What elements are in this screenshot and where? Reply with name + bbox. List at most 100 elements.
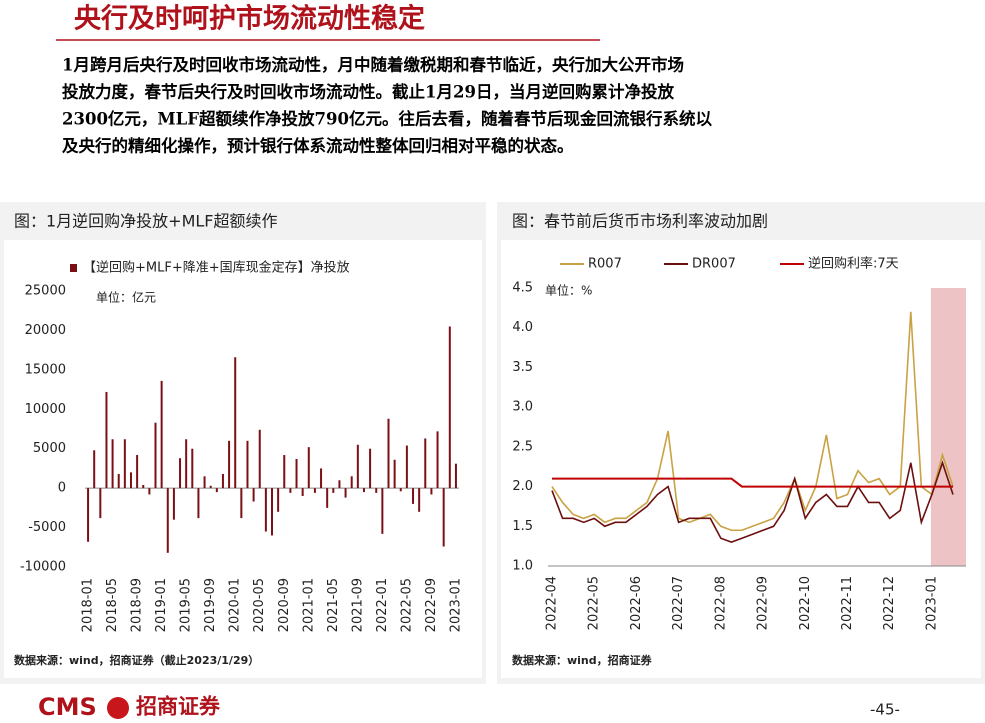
x-tick-label: 2022-07 <box>671 576 686 630</box>
bar <box>154 422 157 489</box>
source: 数据来源：wind，招商证券 <box>512 653 653 667</box>
x-tick-label: 2022-09 <box>424 578 439 632</box>
bar <box>381 488 384 534</box>
y-tick-label: 4.5 <box>512 281 533 296</box>
bar <box>258 429 261 489</box>
x-tick-label: 2023-01 <box>924 576 939 630</box>
bar <box>215 488 218 493</box>
bar <box>289 488 292 493</box>
bar <box>307 447 310 489</box>
y-tick-label: 2.5 <box>512 439 533 454</box>
source: 数据来源：wind，招商证券（截止2023/1/29） <box>14 653 259 667</box>
x-tick-label: 2020-01 <box>228 578 243 632</box>
bar <box>172 488 175 520</box>
y-tick-label: -5000 <box>28 520 66 535</box>
paragraph-line: 1月跨月后央行及时回收市场流动性，月中随着缴税期和春节临近，央行加大公开市场 <box>62 55 684 75</box>
y-tick-label: -10000 <box>20 560 66 575</box>
bar <box>99 488 102 519</box>
bar <box>387 418 390 489</box>
bar <box>185 439 188 489</box>
bar <box>393 459 396 489</box>
y-tick-label: 5000 <box>33 441 66 456</box>
plot-bg <box>4 240 482 678</box>
bar <box>405 445 408 489</box>
chart-title: 图：春节前后货币市场利率波动加剧 <box>512 212 768 231</box>
legend-label: R007 <box>588 257 622 272</box>
y-tick-label: 3.0 <box>512 400 533 415</box>
unit: 单位：亿元 <box>96 290 156 305</box>
bar <box>271 488 273 536</box>
paragraph-line: 投放力度，春节后央行及时回收市场流动性。截止1月29日，当月逆回购累计净投放 <box>62 82 674 102</box>
bar <box>375 488 378 493</box>
x-tick-label: 2018-05 <box>105 578 120 632</box>
x-tick-label: 2018-09 <box>130 578 145 632</box>
bar <box>87 488 90 542</box>
paragraph-line: 2300亿元，MLF超额续作净投放790亿元。往后去看，随着春节后现金回流银行系… <box>62 109 712 129</box>
x-tick-label: 2022-05 <box>587 576 602 630</box>
x-tick-label: 2022-08 <box>713 576 728 630</box>
bar <box>362 488 365 493</box>
highlight <box>930 288 966 566</box>
bar <box>332 488 335 493</box>
bar <box>301 488 304 497</box>
bar <box>228 440 231 489</box>
bar <box>234 357 237 489</box>
bar <box>338 480 341 489</box>
x-tick-label: 2022-05 <box>399 578 414 632</box>
legend-label: 【逆回购+MLF+降准+国库现金定存】净投放 <box>83 260 350 276</box>
bar <box>442 488 445 547</box>
bar <box>123 439 126 489</box>
company: 招商证券 <box>136 694 221 719</box>
legend-swatch <box>70 264 77 272</box>
x-tick-label: 2022-12 <box>882 576 897 630</box>
y-tick-label: 0 <box>58 481 66 496</box>
bar <box>350 476 353 489</box>
x-tick-label: 2019-05 <box>179 578 194 632</box>
bar <box>283 455 286 489</box>
bar <box>313 488 316 493</box>
y-tick-label: 1.5 <box>512 519 533 534</box>
bar <box>111 439 114 489</box>
bar <box>136 455 139 489</box>
slide-title: 央行及时呵护市场流动性稳定 <box>74 3 425 35</box>
bar <box>436 431 439 489</box>
bar <box>160 380 163 489</box>
line-series <box>551 311 954 532</box>
bar <box>246 440 249 489</box>
bar <box>191 448 194 489</box>
y-tick-label: 20000 <box>25 323 66 338</box>
bar <box>203 476 206 489</box>
x-tick-label: 2020-05 <box>252 578 267 632</box>
bar <box>344 488 347 498</box>
legend-label: DR007 <box>692 257 736 272</box>
bar <box>326 488 329 508</box>
bar <box>277 488 280 512</box>
x-tick-label: 2022-06 <box>629 576 644 630</box>
bar <box>412 488 415 504</box>
bar <box>430 488 433 495</box>
x-tick-label: 2021-01 <box>301 578 316 632</box>
x-tick-label: 2022-04 <box>545 576 560 630</box>
page-number: -45- <box>870 701 900 719</box>
bar <box>148 488 151 495</box>
bar <box>418 488 421 512</box>
bar <box>142 484 145 489</box>
y-tick-label: 1.0 <box>512 559 533 574</box>
bar <box>424 438 427 489</box>
chart-title: 图：1月逆回购净投放+MLF超额续作 <box>14 212 278 231</box>
x-tick-label: 2022-11 <box>840 576 855 630</box>
bar <box>240 488 243 519</box>
logo <box>107 697 129 719</box>
bar <box>264 488 267 532</box>
y-tick-label: 25000 <box>25 284 66 299</box>
bar <box>117 473 120 489</box>
line-series <box>552 477 953 488</box>
x-tick-label: 2022-01 <box>375 578 390 632</box>
x-tick-label: 2020-09 <box>277 578 292 632</box>
bar <box>129 472 132 489</box>
brand: CMS <box>38 693 97 721</box>
bar <box>399 488 402 492</box>
x-tick-label: 2018-01 <box>81 578 96 632</box>
x-tick-label: 2021-05 <box>326 578 341 632</box>
bar <box>454 463 457 489</box>
